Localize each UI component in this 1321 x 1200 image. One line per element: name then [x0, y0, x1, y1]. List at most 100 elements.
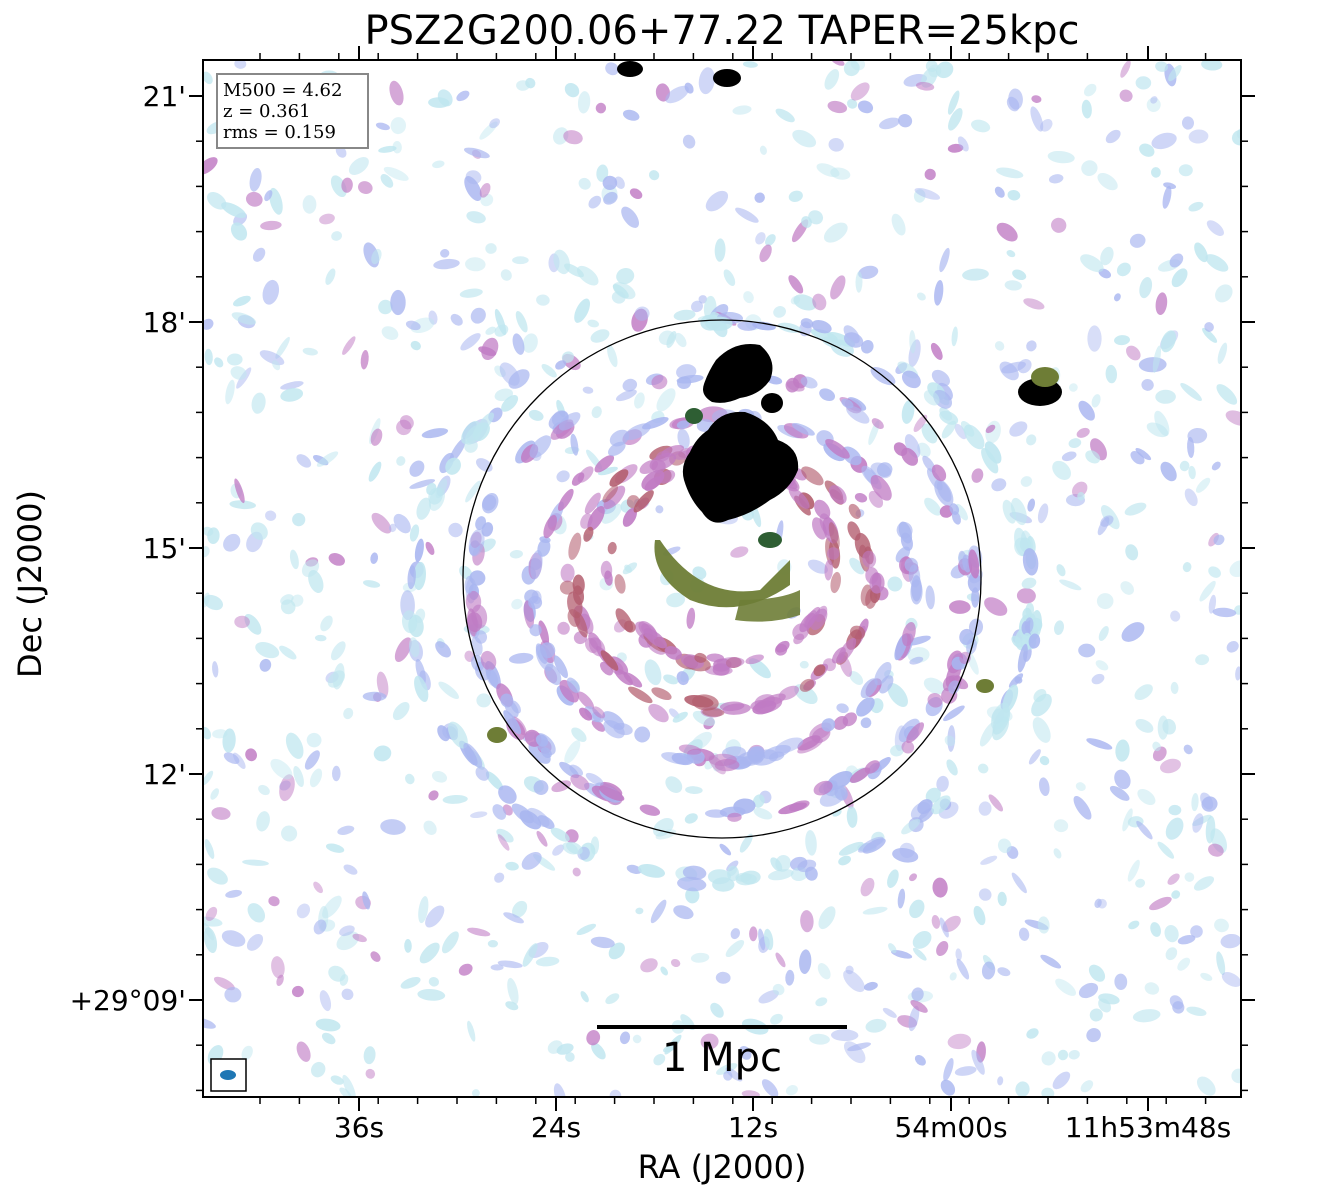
noise-speckle — [1160, 758, 1181, 774]
ring-speckle — [599, 786, 625, 801]
ring-speckle — [482, 494, 497, 511]
ring-speckle — [825, 438, 850, 459]
noise-speckle — [785, 1085, 798, 1096]
noise-speckle — [944, 735, 956, 747]
noise-speckle — [941, 420, 957, 439]
noise-speckle — [466, 211, 486, 224]
noise-speckle — [650, 899, 667, 924]
noise-speckle — [230, 222, 248, 241]
ring-speckle — [498, 785, 517, 804]
noise-speckle — [1004, 280, 1022, 291]
ring-speckle — [587, 505, 605, 531]
noise-speckle — [947, 90, 960, 115]
noise-speckle — [1027, 498, 1035, 512]
noise-speckle — [227, 353, 243, 366]
noise-speckle — [275, 336, 290, 359]
noise-speckle — [203, 71, 213, 85]
noise-speckle — [648, 703, 669, 723]
noise-speckle — [935, 61, 954, 79]
noise-speckle — [809, 1033, 830, 1045]
noise-speckle — [380, 819, 406, 835]
noise-speckle — [1149, 896, 1172, 911]
noise-speckle — [460, 333, 481, 351]
ring-speckle — [821, 336, 841, 348]
ring-speckle — [676, 374, 704, 384]
noise-speckle — [1113, 293, 1121, 302]
noise-speckle — [686, 607, 696, 629]
ring-speckle — [600, 560, 613, 579]
noise-speckle — [898, 114, 913, 128]
ring-speckle — [917, 799, 933, 815]
ring-speckle — [409, 637, 420, 658]
noise-speckle — [1155, 292, 1168, 316]
noise-speckle — [996, 222, 1018, 242]
cluster-core-emission — [487, 61, 1062, 743]
ring-speckle — [705, 809, 727, 818]
noise-speckle — [458, 963, 473, 976]
ring-speckle — [923, 390, 940, 406]
noise-speckle — [660, 966, 669, 976]
noise-speckle — [936, 775, 949, 792]
ring-speckle — [550, 827, 570, 842]
noise-speckle — [1215, 284, 1233, 303]
noise-speckle — [233, 295, 251, 307]
noise-speckle — [632, 1034, 642, 1044]
noise-speckle — [396, 419, 412, 436]
ring-speckle — [874, 661, 892, 686]
noise-speckle — [428, 310, 438, 325]
noise-speckle — [985, 424, 996, 434]
noise-speckle — [1077, 492, 1085, 501]
noise-speckle — [450, 313, 463, 326]
ring-speckle — [931, 464, 947, 482]
ring-speckle — [641, 416, 669, 430]
noise-speckle — [849, 557, 865, 575]
noise-speckle — [365, 1068, 376, 1079]
x-axis-label: RA (J2000) — [637, 1148, 807, 1186]
noise-speckle — [225, 889, 242, 898]
noise-speckle — [378, 299, 393, 315]
noise-speckle — [245, 191, 263, 207]
noise-speckle — [971, 119, 991, 133]
noise-speckle — [924, 168, 936, 181]
noise-speckle — [433, 258, 460, 270]
noise-speckle — [1167, 873, 1180, 885]
noise-speckle — [948, 108, 963, 131]
noise-speckle — [1052, 1071, 1071, 1090]
noise-speckle — [203, 916, 223, 927]
noise-speckle — [723, 269, 736, 286]
noise-speckle — [955, 503, 968, 521]
noise-speckle — [314, 634, 327, 642]
noise-speckle — [912, 930, 932, 949]
noise-speckle — [1171, 268, 1188, 288]
noise-speckle — [212, 661, 219, 678]
noise-speckle — [512, 333, 525, 355]
noise-speckle — [978, 801, 992, 816]
noise-speckle — [339, 925, 355, 937]
noise-speckle — [698, 295, 708, 304]
noise-speckle — [418, 896, 429, 924]
noise-speckle — [394, 637, 412, 662]
noise-speckle — [830, 167, 851, 180]
ring-speckle — [702, 708, 725, 717]
noise-speckle — [672, 711, 688, 723]
noise-speckle — [1069, 383, 1078, 392]
noise-speckle — [913, 189, 926, 203]
ring-speckle — [1030, 617, 1043, 632]
axis-ticks — [189, 46, 1255, 1111]
noise-speckle — [673, 905, 694, 920]
noise-speckle — [653, 1053, 666, 1066]
noise-speckle — [1091, 394, 1101, 408]
noise-speckle — [393, 513, 411, 534]
noise-speckle — [508, 652, 534, 664]
ring-speckle — [841, 398, 854, 409]
noise-speckle — [860, 877, 875, 897]
ring-speckle — [824, 559, 833, 581]
noise-speckle — [843, 969, 865, 993]
ring-speckle — [797, 859, 817, 873]
noise-speckle — [1208, 843, 1224, 857]
noise-speckle — [607, 344, 618, 368]
noise-speckle — [1057, 1049, 1069, 1061]
ring-speckle — [480, 650, 497, 671]
noise-speckle — [1098, 993, 1120, 1005]
noise-speckle — [909, 330, 916, 354]
